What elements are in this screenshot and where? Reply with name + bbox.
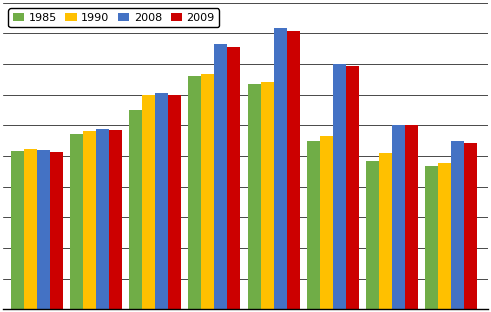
Bar <box>451 141 464 309</box>
Bar <box>50 152 63 309</box>
Legend: 1985, 1990, 2008, 2009: 1985, 1990, 2008, 2009 <box>8 8 219 27</box>
Bar <box>142 95 156 309</box>
Bar <box>437 163 451 309</box>
Bar <box>346 66 358 309</box>
Bar <box>37 150 50 309</box>
Bar <box>70 134 83 309</box>
Bar <box>306 141 320 309</box>
Bar <box>215 44 227 309</box>
Bar <box>405 125 418 309</box>
Bar <box>320 136 332 309</box>
Bar <box>96 129 109 309</box>
Bar <box>24 149 37 309</box>
Bar <box>392 125 405 309</box>
Bar <box>156 93 168 309</box>
Bar <box>261 82 273 309</box>
Bar <box>189 76 201 309</box>
Bar <box>109 130 122 309</box>
Bar <box>425 166 437 309</box>
Bar <box>247 85 261 309</box>
Bar <box>227 47 241 309</box>
Bar <box>366 161 379 309</box>
Bar <box>273 28 287 309</box>
Bar <box>379 153 392 309</box>
Bar <box>287 32 300 309</box>
Bar <box>168 95 182 309</box>
Bar <box>201 74 215 309</box>
Bar <box>464 143 477 309</box>
Bar <box>332 64 346 309</box>
Bar <box>83 131 96 309</box>
Bar <box>130 110 142 309</box>
Bar <box>11 151 24 309</box>
